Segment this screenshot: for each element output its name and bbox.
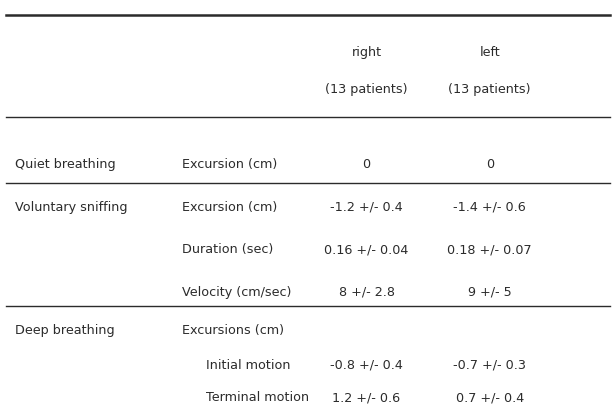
Text: Voluntary sniffing: Voluntary sniffing: [15, 200, 128, 213]
Text: 8 +/- 2.8: 8 +/- 2.8: [339, 285, 394, 298]
Text: Quiet breathing: Quiet breathing: [15, 158, 116, 171]
Text: right: right: [352, 46, 381, 59]
Text: Initial motion: Initial motion: [206, 358, 291, 371]
Text: 0.7 +/- 0.4: 0.7 +/- 0.4: [456, 390, 524, 403]
Text: 0.18 +/- 0.07: 0.18 +/- 0.07: [447, 243, 532, 256]
Text: 9 +/- 5: 9 +/- 5: [468, 285, 512, 298]
Text: 1.2 +/- 0.6: 1.2 +/- 0.6: [333, 390, 400, 403]
Text: Duration (sec): Duration (sec): [182, 243, 273, 256]
Text: (13 patients): (13 patients): [325, 83, 408, 96]
Text: 0: 0: [362, 158, 371, 171]
Text: -0.8 +/- 0.4: -0.8 +/- 0.4: [330, 358, 403, 371]
Text: -1.2 +/- 0.4: -1.2 +/- 0.4: [330, 200, 403, 213]
Text: Excursion (cm): Excursion (cm): [182, 158, 277, 171]
Text: -1.4 +/- 0.6: -1.4 +/- 0.6: [453, 200, 526, 213]
Text: 0: 0: [485, 158, 494, 171]
Text: -0.7 +/- 0.3: -0.7 +/- 0.3: [453, 358, 526, 371]
Text: Excursion (cm): Excursion (cm): [182, 200, 277, 213]
Text: (13 patients): (13 patients): [448, 83, 531, 96]
Text: 0.16 +/- 0.04: 0.16 +/- 0.04: [325, 243, 408, 256]
Text: Deep breathing: Deep breathing: [15, 324, 115, 337]
Text: left: left: [479, 46, 500, 59]
Text: Excursions (cm): Excursions (cm): [182, 324, 284, 337]
Text: Velocity (cm/sec): Velocity (cm/sec): [182, 285, 291, 298]
Text: Terminal motion: Terminal motion: [206, 390, 309, 403]
